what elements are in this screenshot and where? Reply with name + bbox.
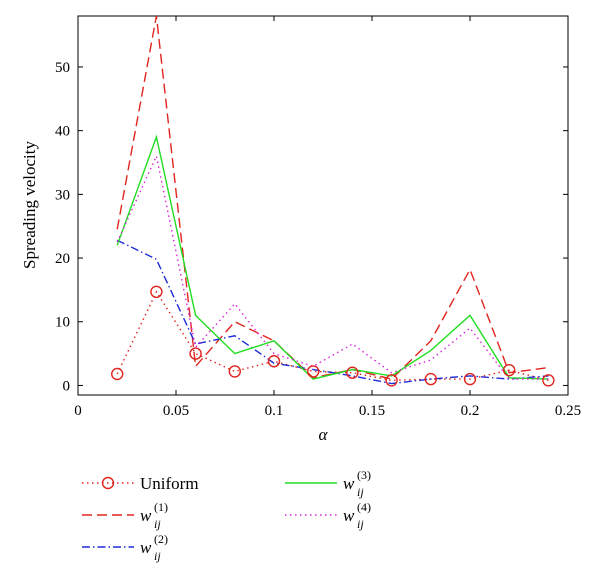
legend-label-sup: (1)	[154, 500, 168, 514]
data-point	[307, 365, 320, 378]
legend-label-sub: ij	[154, 549, 161, 563]
legend-marker	[101, 476, 115, 490]
legend-label-sub: ij	[357, 517, 364, 531]
legend-item-3: w (3) ij	[285, 468, 371, 499]
y-tick-label: 0	[63, 378, 71, 394]
series-layer	[116, 16, 549, 385]
y-tick-label: 30	[55, 187, 70, 203]
legend-label: w	[343, 474, 355, 493]
data-point	[189, 347, 202, 360]
x-tick-label: 0.1	[265, 403, 284, 419]
tick-layer: 0 0.05 0.1 0.15 0.2 0.25 0 10 20 30 40 50	[55, 16, 581, 419]
series-line-2	[116, 239, 549, 385]
legend-label-sup: (4)	[357, 500, 371, 514]
series-line-4	[116, 153, 549, 380]
data-point	[463, 372, 477, 386]
x-tick-label: 0.15	[359, 403, 385, 419]
y-tick-label: 50	[55, 60, 70, 76]
y-tick-label: 20	[55, 251, 70, 267]
data-point	[150, 285, 163, 299]
legend-label-sub: ij	[357, 485, 364, 499]
y-axis-label: Spreading velocity	[20, 141, 39, 269]
legend-label: w	[343, 506, 355, 525]
x-tick-label: 0.25	[555, 403, 581, 419]
data-point	[228, 365, 242, 378]
data-point	[503, 363, 516, 377]
series-line-3	[116, 134, 549, 380]
data-point	[346, 366, 359, 379]
data-point	[110, 367, 124, 381]
x-tick-label: 0.05	[163, 403, 189, 419]
data-point	[385, 374, 398, 387]
y-tick-label: 10	[55, 315, 70, 331]
legend-item-2: w (2) ij	[82, 532, 168, 563]
series-line-1	[116, 16, 549, 380]
y-tick-label: 40	[55, 124, 70, 140]
legend-item-1: w (1) ij	[82, 500, 168, 531]
marker-layer	[110, 285, 555, 387]
x-axis-label: α	[319, 425, 329, 444]
legend-label-sub: ij	[154, 517, 161, 531]
plot-area	[77, 15, 569, 396]
x-tick-label: 0	[74, 403, 82, 419]
data-point	[542, 374, 555, 387]
legend-label-sup: (2)	[154, 532, 168, 546]
legend-label-sup: (3)	[357, 468, 371, 482]
legend-item-0: Uniform	[82, 474, 199, 493]
legend-label: w	[140, 506, 152, 525]
x-tick-label: 0.2	[461, 403, 480, 419]
data-point	[267, 355, 281, 368]
data-point	[424, 372, 437, 386]
legend-label: Uniform	[140, 474, 199, 493]
legend-item-4: w (4) ij	[285, 500, 371, 531]
legend-label: w	[140, 538, 152, 557]
